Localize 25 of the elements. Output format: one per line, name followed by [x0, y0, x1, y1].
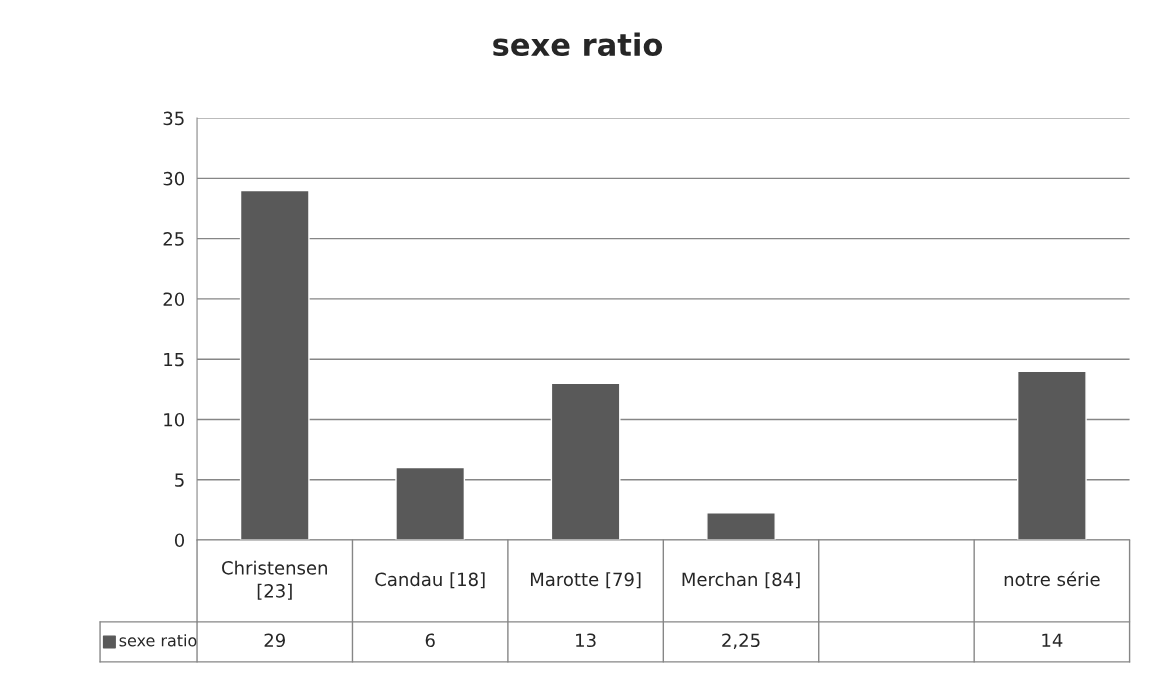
y-tick-label: 5 — [175, 473, 184, 487]
y-tick-label: 25 — [163, 232, 184, 246]
bar — [239, 189, 310, 540]
data-label: 13 — [576, 633, 596, 648]
x-tick-label: Candau [18] — [375, 572, 485, 589]
legend-label: sexe ratio — [119, 634, 197, 647]
x-tick-label: Marotte [79] — [530, 572, 641, 589]
y-tick-label: 35 — [163, 111, 184, 126]
y-tick-label: 0 — [174, 533, 185, 548]
bar — [550, 382, 621, 540]
y-tick-label: 10 — [164, 412, 185, 427]
y-tick-label: 15 — [164, 352, 184, 367]
chart-title: sexe ratio — [493, 32, 663, 57]
x-tick-label: Merchan [84] — [682, 572, 800, 589]
x-tick-label: notre série — [1004, 571, 1100, 587]
bar — [706, 512, 776, 540]
y-tick-label: 30 — [163, 171, 185, 186]
x-tick-label: Christensen [23] — [222, 560, 327, 600]
data-label: 2,25 — [722, 633, 760, 649]
bar — [395, 466, 466, 540]
data-label: 29 — [264, 633, 285, 648]
data-label: 14 — [1042, 633, 1063, 647]
data-label: 6 — [425, 633, 435, 648]
y-tick-label: 20 — [163, 292, 185, 307]
bar — [1016, 370, 1087, 540]
